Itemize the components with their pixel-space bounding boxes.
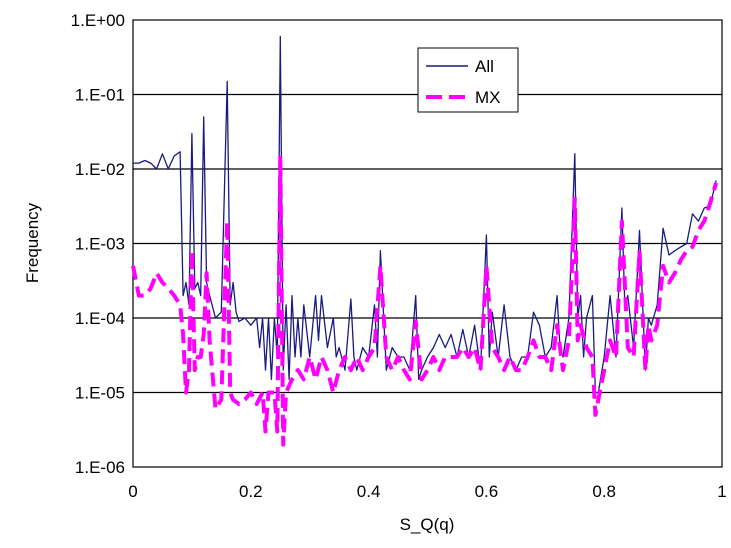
x-tick-label: 0 <box>128 482 137 501</box>
x-tick-label: 0.6 <box>475 482 499 501</box>
y-tick-label: 1.E-01 <box>75 86 125 105</box>
legend-box <box>417 47 519 113</box>
y-tick-label: 1.E-04 <box>75 309 125 328</box>
y-tick-label: 1.E-05 <box>75 384 125 403</box>
x-tick-label: 0.4 <box>357 482 381 501</box>
legend: All MX <box>417 47 519 113</box>
x-axis-tick-labels: 0 0.2 0.4 0.6 0.8 1 <box>128 482 726 501</box>
series-layer <box>131 35 719 447</box>
x-axis-title: S_Q(q) <box>400 515 455 534</box>
series-line-mx <box>131 153 719 447</box>
gridlines <box>133 93 722 394</box>
y-tick-label: 1.E-06 <box>75 458 125 477</box>
x-tick-label: 0.2 <box>239 482 263 501</box>
x-tick-label: 0.8 <box>592 482 616 501</box>
y-axis-tick-labels: 1.E+00 1.E-01 1.E-02 1.E-03 1.E-04 1.E-05 1.E-… <box>71 11 125 477</box>
legend-label-all: All <box>475 57 494 76</box>
plot-area-frame <box>132 19 723 468</box>
series-line-all <box>133 35 717 394</box>
y-axis-title: Frequency <box>23 202 42 283</box>
y-tick-label: 1.E+00 <box>71 11 125 30</box>
y-tick-label: 1.E-03 <box>75 235 125 254</box>
y-tick-label: 1.E-02 <box>75 160 125 179</box>
legend-label-mx: MX <box>475 88 501 107</box>
x-tick-label: 1 <box>717 482 726 501</box>
